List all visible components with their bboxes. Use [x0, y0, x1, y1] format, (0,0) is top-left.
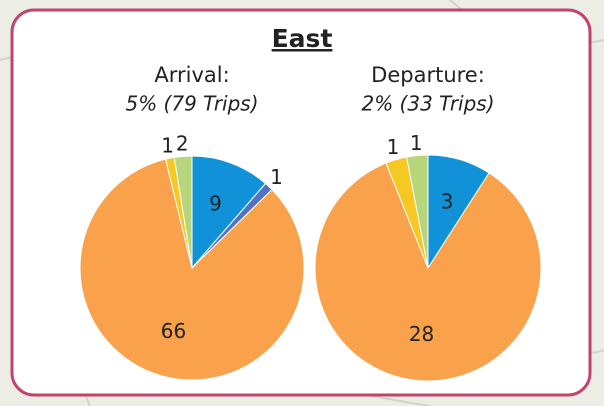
pie-slice	[79, 158, 305, 381]
pie-title: Arrival:	[154, 63, 229, 87]
pie-slice	[314, 162, 542, 382]
pie-subtitle: 5% (79 Trips)	[125, 92, 258, 116]
slice-label: 1	[270, 165, 283, 189]
pie-title: Departure:	[371, 63, 485, 87]
pie-slice	[173, 155, 193, 269]
slice-label: 1	[410, 131, 423, 155]
slice-label: 66	[161, 319, 186, 343]
pie-slice	[406, 154, 429, 269]
pie-slice	[191, 155, 267, 270]
slice-label: 28	[409, 322, 434, 346]
slice-label: 1	[387, 135, 400, 159]
slice-label: 3	[441, 189, 454, 213]
slice-label: 1	[161, 134, 174, 158]
slice-label: 9	[209, 192, 222, 216]
popup-title: East	[272, 24, 333, 53]
pie-subtitle: 2% (33 Trips)	[361, 92, 494, 116]
slice-label: 2	[176, 132, 189, 156]
